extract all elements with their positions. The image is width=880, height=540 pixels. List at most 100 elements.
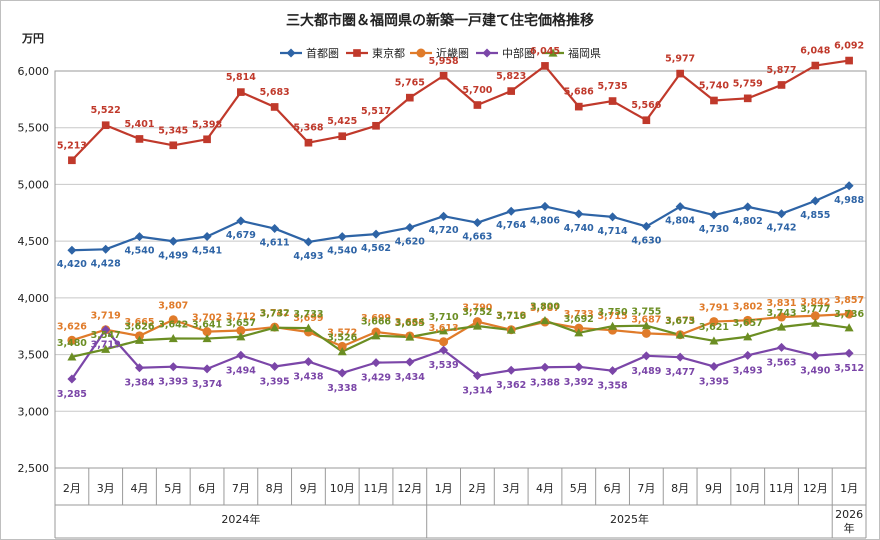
legend-label: 東京都 xyxy=(372,46,405,60)
data-point xyxy=(777,81,786,89)
data-label: 3,489 xyxy=(631,366,661,377)
x-tick-label: 7月 xyxy=(232,482,250,495)
data-point xyxy=(202,364,212,374)
data-point xyxy=(844,348,854,358)
data-point xyxy=(67,374,77,384)
data-point xyxy=(540,201,550,211)
data-point xyxy=(810,196,820,206)
y-axis-ticks: 2,500 3,000 3,500 4,000 4,500 5,000 5,500 6,000 xyxy=(18,65,50,475)
data-point xyxy=(641,351,651,361)
data-label: 3,673 xyxy=(665,316,695,327)
data-point xyxy=(168,362,178,372)
data-point xyxy=(101,244,111,254)
data-label: 3,563 xyxy=(766,357,796,368)
y-tick-label: 3,500 xyxy=(18,349,50,362)
data-point xyxy=(676,69,684,78)
data-point xyxy=(810,351,820,361)
data-label: 4,855 xyxy=(800,210,830,221)
data-label: 3,807 xyxy=(158,301,188,312)
data-label: 4,714 xyxy=(598,226,628,237)
data-label: 5,735 xyxy=(598,81,628,92)
data-label: 4,541 xyxy=(192,245,222,256)
data-label: 5,401 xyxy=(124,119,154,130)
data-point xyxy=(574,209,584,219)
data-point xyxy=(169,141,178,150)
data-label: 4,720 xyxy=(429,225,459,236)
data-label: 3,613 xyxy=(429,323,459,334)
data-label: 5,977 xyxy=(665,54,695,65)
data-label: 5,683 xyxy=(260,87,290,98)
data-point xyxy=(439,337,449,347)
data-point xyxy=(777,322,787,331)
data-label: 5,398 xyxy=(192,119,222,130)
data-label: 4,988 xyxy=(834,195,864,206)
data-label: 3,362 xyxy=(496,380,526,391)
data-point xyxy=(574,362,584,372)
data-point xyxy=(675,330,685,339)
data-label: 3,314 xyxy=(462,386,492,397)
data-label: 3,285 xyxy=(57,389,87,400)
series-line xyxy=(70,328,850,380)
legend-label: 近畿圏 xyxy=(436,46,469,60)
data-label: 4,730 xyxy=(699,224,729,235)
data-label: 5,213 xyxy=(57,140,87,151)
x-tick-label: 10月 xyxy=(735,482,760,495)
x-tick-label: 8月 xyxy=(266,482,284,495)
data-label: 3,480 xyxy=(57,338,87,349)
data-label: 4,742 xyxy=(766,223,796,234)
data-label: 3,752 xyxy=(462,307,492,318)
data-label: 4,802 xyxy=(733,216,763,227)
data-point xyxy=(135,135,144,143)
data-point xyxy=(810,311,820,321)
data-label: 3,664 xyxy=(395,317,425,328)
data-point xyxy=(405,357,415,367)
x-tick-label: 5月 xyxy=(164,482,182,495)
data-point xyxy=(608,321,618,330)
data-point xyxy=(506,325,516,334)
x-tick-label: 1月 xyxy=(435,482,453,495)
legend-label: 首都圏 xyxy=(306,46,339,60)
data-point xyxy=(303,323,313,332)
data-point xyxy=(202,327,212,337)
data-label: 5,958 xyxy=(429,56,459,67)
data-point xyxy=(134,363,144,373)
data-label: 5,814 xyxy=(226,72,256,83)
data-point xyxy=(777,342,787,352)
legend-label: 福岡県 xyxy=(568,46,601,60)
data-point xyxy=(473,101,482,109)
data-label: 3,692 xyxy=(564,314,594,325)
data-point xyxy=(203,135,211,144)
x-tick-label: 5月 xyxy=(570,482,588,495)
data-label: 3,547 xyxy=(91,330,121,341)
data-label: 3,494 xyxy=(226,365,256,376)
data-label: 3,358 xyxy=(598,381,628,392)
data-label: 3,802 xyxy=(733,301,763,312)
data-point xyxy=(675,352,685,362)
data-label: 3,477 xyxy=(665,367,695,378)
data-point xyxy=(844,323,854,332)
y-tick-label: 4,000 xyxy=(18,292,50,305)
data-point xyxy=(337,368,347,378)
data-point xyxy=(541,62,549,70)
data-label: 3,699 xyxy=(361,313,391,324)
data-point xyxy=(472,371,482,381)
data-label: 3,493 xyxy=(733,365,763,376)
data-label: 3,393 xyxy=(158,377,188,388)
data-label: 4,804 xyxy=(665,216,695,227)
x-tick-label: 6月 xyxy=(198,482,216,495)
data-point xyxy=(709,336,719,345)
data-label: 3,719 xyxy=(496,311,526,322)
x-tick-label: 2月 xyxy=(468,482,486,495)
x-tick-label: 4月 xyxy=(536,482,554,495)
data-label: 5,368 xyxy=(293,123,323,134)
data-point xyxy=(337,232,347,242)
data-label: 4,499 xyxy=(158,250,188,261)
data-point xyxy=(439,345,449,355)
data-point xyxy=(472,321,482,330)
data-point xyxy=(270,323,280,332)
data-label: 3,719 xyxy=(91,311,121,322)
series-line xyxy=(71,59,850,162)
data-label: 5,522 xyxy=(91,105,121,116)
x-tick-label: 11月 xyxy=(769,482,794,495)
